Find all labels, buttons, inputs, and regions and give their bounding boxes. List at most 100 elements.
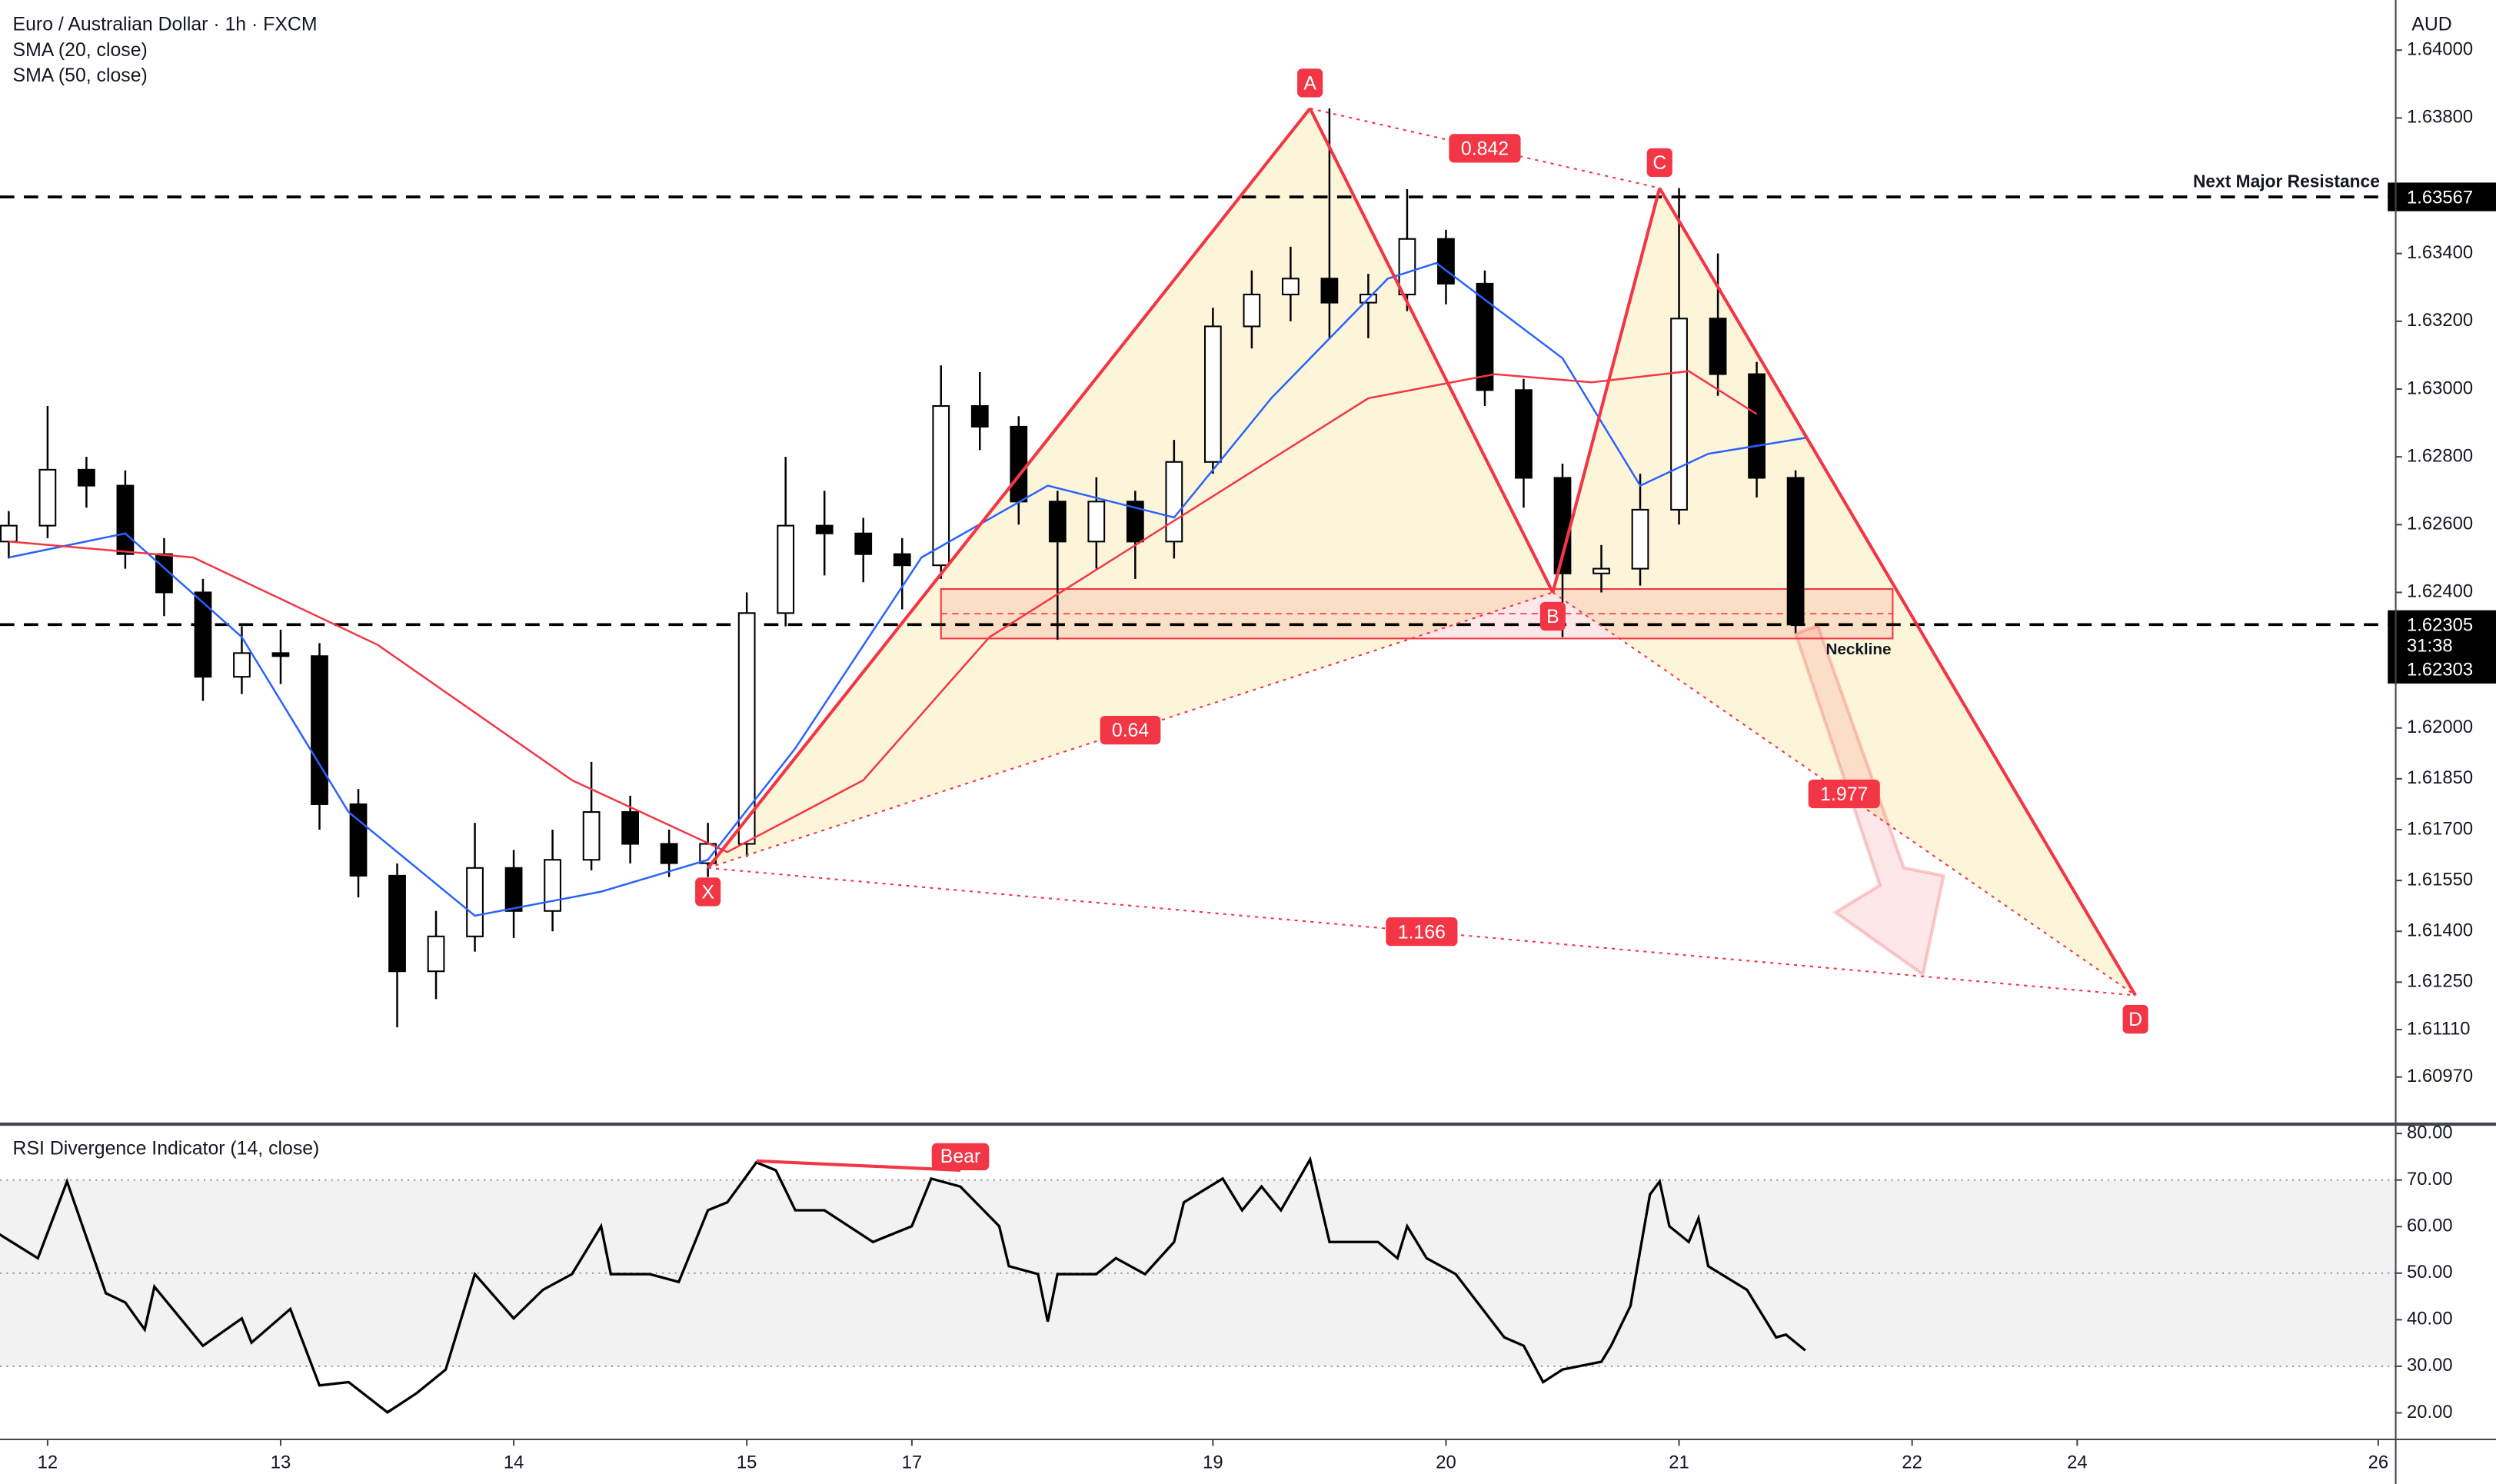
candle-body: [1437, 238, 1455, 284]
ratio-line: [707, 591, 1553, 869]
pattern-leg: [1551, 188, 1662, 593]
price-tag-label: 1.63567: [2407, 187, 2473, 208]
candle-body: [427, 935, 445, 973]
candle-body: [78, 468, 95, 487]
divergence-line: [756, 1159, 961, 1173]
price-tag: [2388, 610, 2496, 684]
candle-body: [1165, 461, 1183, 543]
x-tick-label: 13: [271, 1452, 291, 1472]
candle-body: [271, 652, 290, 657]
point-label: D: [2128, 1010, 2142, 1030]
sma-line: [8, 370, 1758, 853]
pattern-fill: [707, 108, 1553, 868]
y-tick-label: 1.62800: [2407, 445, 2473, 466]
candle-body: [388, 874, 406, 973]
ratio-label: 0.842: [1461, 138, 1509, 159]
level-name: Next Major Resistance: [2193, 171, 2380, 191]
sma-line: [8, 261, 1805, 917]
point-badge: [1297, 68, 1323, 98]
candle-body: [1048, 501, 1067, 543]
candle-body: [1243, 293, 1261, 328]
x-tick-label: 19: [1203, 1452, 1223, 1472]
point-badge: [2122, 1004, 2148, 1034]
countdown-label: 31:38: [2407, 636, 2453, 657]
candle-body: [777, 524, 795, 614]
ratio-badge: [1386, 917, 1458, 947]
y-tick-label: 1.63400: [2407, 242, 2473, 263]
candle-body: [970, 404, 989, 428]
x-tick-label: 22: [1902, 1452, 1922, 1472]
main-layer: [0, 108, 2396, 1414]
y-tick-label: 1.62000: [2407, 717, 2473, 737]
divergence-label: Bear: [940, 1146, 980, 1167]
candle-body: [1476, 282, 1494, 391]
ratio-badge: [1100, 715, 1161, 745]
candle-body: [1631, 508, 1649, 570]
candle-body: [38, 468, 57, 527]
level-name: Neckline: [1825, 641, 1891, 658]
y-tick-label: 1.61400: [2407, 920, 2473, 940]
y-tick-label: 1.61700: [2407, 818, 2473, 839]
candle-body: [582, 811, 601, 861]
y-tick-label: 1.64000: [2407, 39, 2473, 60]
candle-body: [1709, 318, 1727, 375]
ratio-line: [1552, 591, 2136, 997]
candle-body: [660, 843, 678, 864]
ratio-badge: [1808, 779, 1880, 809]
y-tick-label: 30.00: [2407, 1355, 2453, 1376]
candle-body: [1087, 501, 1106, 543]
x-tick-label: 21: [1669, 1452, 1689, 1472]
divergence-badge: [931, 1143, 990, 1170]
point-label: C: [1652, 153, 1666, 174]
candle-body: [815, 524, 834, 534]
point-label: B: [1546, 607, 1559, 627]
candle-body: [116, 484, 135, 555]
indicator-title: RSI Divergence Indicator (14, close): [13, 1139, 320, 1160]
y-tick-label: 1.62600: [2407, 514, 2473, 534]
y-tick-label: 1.60970: [2407, 1066, 2473, 1086]
x-tick-label: 17: [902, 1452, 922, 1472]
ratio-badge: [1449, 134, 1521, 163]
y-tick-label: 1.61250: [2407, 971, 2473, 992]
y-tick-label: 1.61550: [2407, 869, 2473, 890]
ratio-label: 0.64: [1112, 720, 1150, 741]
x-tick-label: 14: [504, 1452, 524, 1472]
x-tick-label: 24: [2067, 1452, 2087, 1472]
point-badge: [1646, 148, 1672, 178]
bid-label: 1.62303: [2407, 660, 2473, 680]
candle-body: [1786, 477, 1805, 626]
candle-body: [1320, 278, 1339, 304]
candle-body: [1670, 318, 1688, 511]
ratio-label: 1.977: [1820, 784, 1868, 805]
point-badge: [695, 877, 721, 907]
candle-body: [504, 867, 523, 912]
y-tick-label: 1.61110: [2407, 1018, 2470, 1039]
y-tick-label: 60.00: [2407, 1216, 2453, 1236]
y-tick-label: 1.63000: [2407, 378, 2473, 398]
point-label: A: [1303, 74, 1316, 95]
candle-body: [1126, 501, 1144, 543]
candle-body: [1010, 425, 1028, 503]
x-tick-label: 20: [1436, 1452, 1456, 1472]
candle-body: [854, 532, 873, 555]
pattern-fill: [1553, 188, 2136, 996]
currency-label: AUD: [2411, 15, 2451, 35]
y-tick-label: 50.00: [2407, 1262, 2453, 1283]
price-tag: [2388, 182, 2496, 211]
candle-body: [621, 811, 640, 845]
x-tick-label: 12: [38, 1452, 58, 1472]
candle-body: [1748, 373, 1766, 479]
point-label: X: [701, 882, 714, 903]
front-layer: 1.64000 1.63800 1.63400 1.63200 1.63000 1.628…: [38, 39, 2496, 1472]
candle-body: [194, 591, 212, 678]
legend-entry: SMA (20, close): [13, 40, 148, 61]
ratio-label: 1.166: [1398, 922, 1446, 943]
y-tick-label: 40.00: [2407, 1309, 2453, 1329]
candle-body: [1592, 567, 1610, 574]
x-tick-label: 15: [737, 1452, 757, 1472]
rsi-line: [0, 1156, 1806, 1414]
candle-body: [1398, 238, 1416, 296]
y-tick-label: 1.63200: [2407, 310, 2473, 331]
y-tick-label: 20.00: [2407, 1402, 2453, 1422]
